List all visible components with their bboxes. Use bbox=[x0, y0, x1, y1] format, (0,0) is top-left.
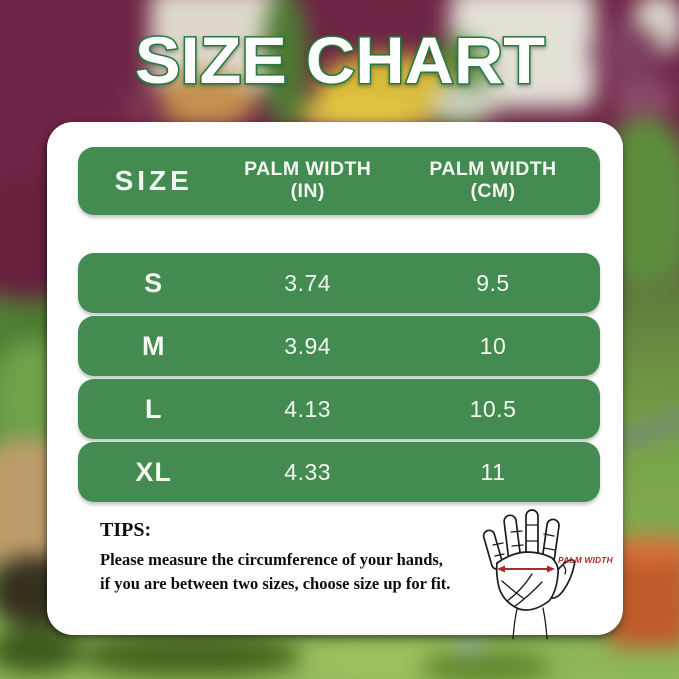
tips-heading: TIPS: bbox=[100, 519, 152, 541]
tips-line-1: Please measure the circumference of your… bbox=[100, 550, 443, 569]
grass-mid-band bbox=[420, 652, 550, 679]
tan-pot-behind-title bbox=[155, 72, 255, 127]
table-row: M 3.94 10 bbox=[78, 316, 600, 376]
grass-dark-band bbox=[80, 636, 300, 676]
page-title-text: SIZE CHART bbox=[135, 23, 545, 97]
hand-creases bbox=[492, 524, 567, 640]
table-header-row: SIZE PALM WIDTH (IN) PALM WIDTH (CM) bbox=[78, 147, 600, 215]
header-palm-width-in: PALM WIDTH (IN) bbox=[229, 158, 386, 203]
purple-flowers-top-right bbox=[590, 25, 660, 80]
hand-outline bbox=[482, 509, 576, 611]
header-palm-width-cm: PALM WIDTH (CM) bbox=[386, 158, 600, 203]
palm-width-in-cell: 3.74 bbox=[284, 269, 332, 296]
table-row: S 3.74 9.5 bbox=[78, 253, 600, 313]
purple-flowers-right2 bbox=[612, 78, 674, 120]
table-row: L 4.13 10.5 bbox=[78, 379, 600, 439]
palm-width-cm-cell: 9.5 bbox=[476, 269, 510, 296]
purple-left-flower bbox=[123, 86, 165, 126]
palm-width-cm-cell: 11 bbox=[480, 458, 506, 485]
header-size-label: SIZE bbox=[114, 165, 193, 197]
header-palm-width-in-label: PALM WIDTH bbox=[244, 158, 372, 181]
palm-width-cm-cell: 10.5 bbox=[469, 395, 517, 422]
grass-dark-left bbox=[0, 628, 80, 673]
header-size: SIZE bbox=[78, 165, 229, 196]
palm-width-in-cell: 3.94 bbox=[284, 332, 332, 359]
wrist-line-left bbox=[512, 608, 518, 640]
size-cell: S bbox=[144, 267, 164, 298]
table-row: XL 4.33 11 bbox=[78, 442, 600, 502]
wrist-line-right bbox=[542, 607, 548, 640]
white-blob-mid bbox=[430, 85, 500, 120]
palm-width-cm-cell: 10 bbox=[479, 332, 507, 359]
header-palm-width-cm-unit: (CM) bbox=[470, 180, 516, 202]
size-chart-card: SIZE PALM WIDTH (IN) PALM WIDTH (CM) S 3… bbox=[47, 122, 623, 640]
header-palm-width-cm-label: PALM WIDTH bbox=[429, 158, 557, 181]
size-cell: XL bbox=[135, 456, 172, 487]
size-cell: M bbox=[141, 330, 166, 361]
tips-section: TIPS: Please measure the circumference o… bbox=[100, 519, 495, 596]
palm-width-in-cell: 4.13 bbox=[284, 395, 332, 422]
tips-line-2: if you are between two sizes, choose siz… bbox=[100, 574, 451, 593]
header-palm-width-in-unit: (IN) bbox=[290, 180, 325, 202]
size-cell: L bbox=[144, 393, 163, 424]
blue-bit-bottom bbox=[455, 640, 485, 654]
palm-width-in-cell: 4.33 bbox=[284, 458, 332, 485]
palm-width-label: PALM WIDTH bbox=[558, 555, 614, 565]
palm-width-measure-arrow bbox=[497, 565, 555, 573]
page-title: SIZE CHART bbox=[134, 22, 547, 99]
hand-illustration: PALM WIDTH bbox=[482, 509, 614, 640]
